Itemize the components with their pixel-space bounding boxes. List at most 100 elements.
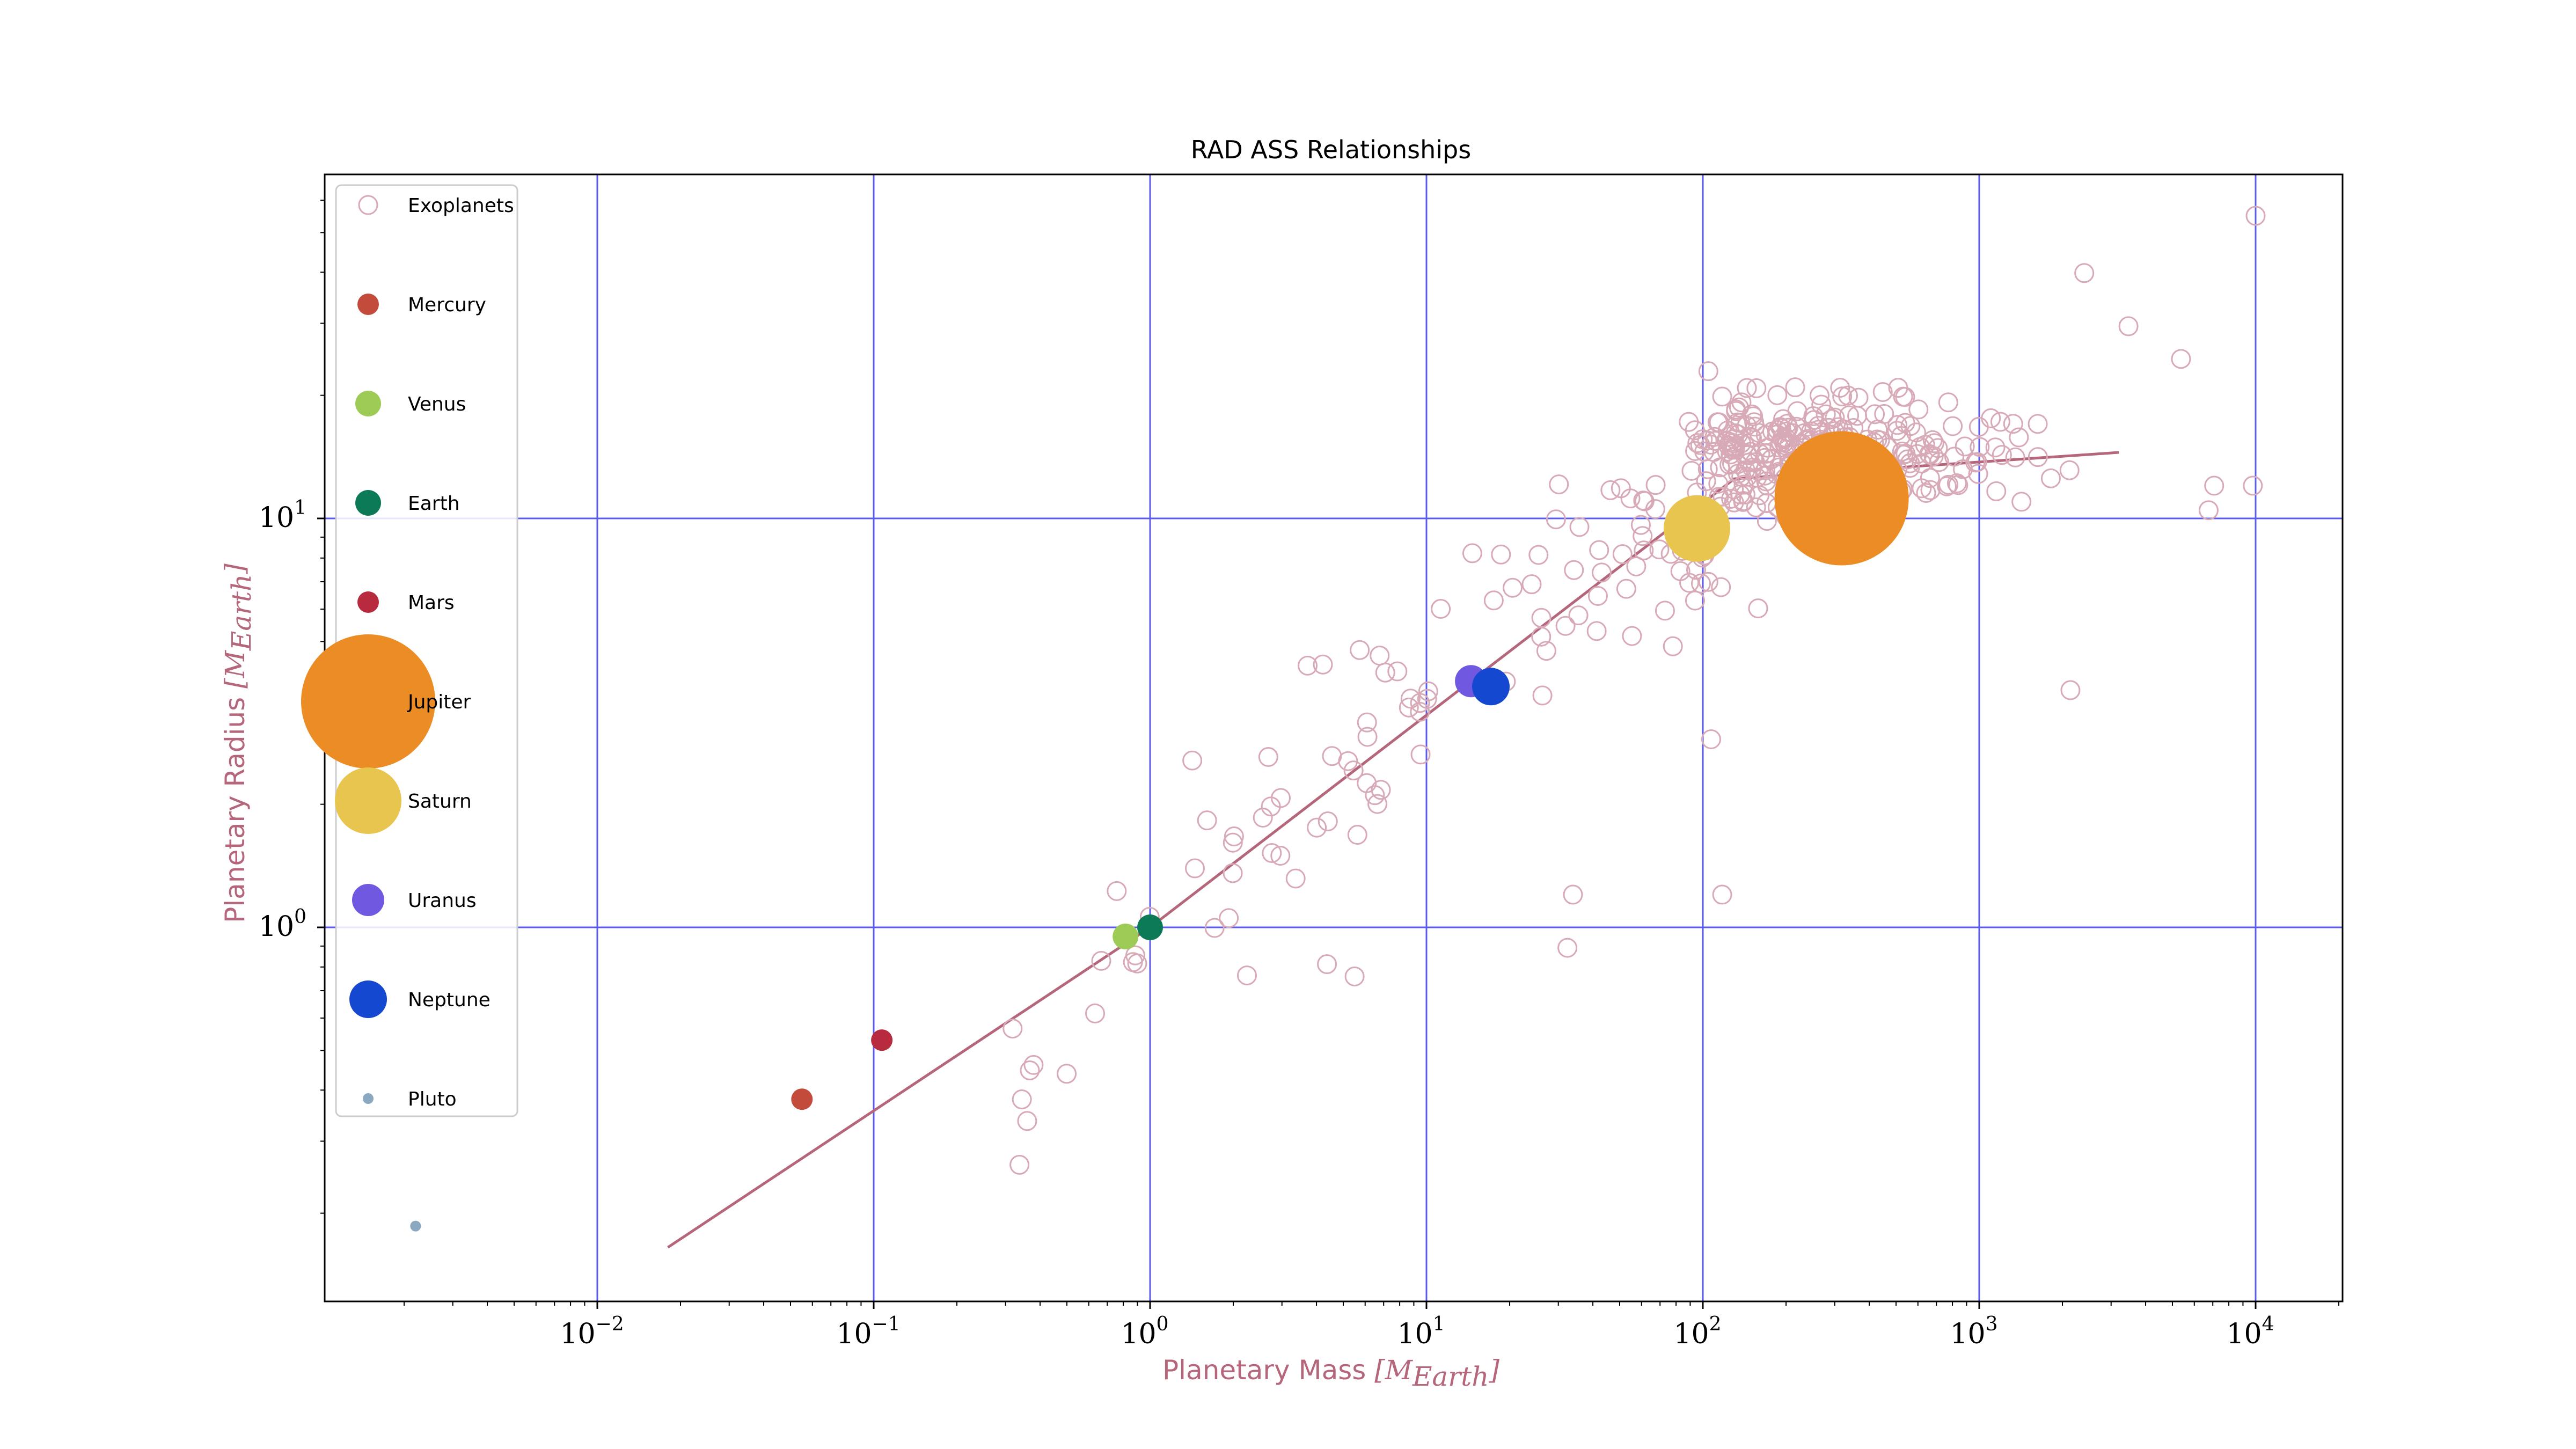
y-axis-label-unit-sub: Earth [226,574,257,652]
x-axis-label-unit-sub: Earth [1412,1361,1489,1392]
exoplanet-point [2198,500,2219,521]
x-tick-label-exp: 3 [1986,1313,1998,1335]
exoplanet-point [2245,206,2266,226]
exoplanet-point [1907,444,1927,464]
exoplanet-point [1757,511,1777,531]
exoplanet-point [1955,436,1975,457]
exoplanet-point [1721,444,1741,465]
exoplanet-point [1968,464,1988,484]
exoplanet-point [1343,760,1364,781]
exoplanet-point [1549,474,1569,495]
x-tick-label-base: 10 [560,1318,595,1350]
exoplanet-point [1649,539,1670,560]
exoplanet-point [1184,858,1205,879]
exoplanet-point [1612,544,1633,565]
exoplanet-point [1536,641,1556,661]
exoplanet-point [1670,561,1690,581]
exoplanet-point [1204,918,1225,938]
exoplanet-point [1503,577,1523,598]
exoplanet-point [1698,361,1718,382]
exoplanet-point [1298,655,1318,676]
exoplanet-point [1611,478,1631,499]
exoplanet-point [1970,437,1990,457]
legend-marker-mercury [357,294,379,315]
exoplanet-point [1895,413,1915,433]
exoplanet-point [1697,459,1718,479]
y-axis-label-unit-close: ] [219,564,251,575]
exoplanet-point [1731,392,1752,413]
exoplanet-point [1908,399,1929,420]
legend-entry-venus: Venus [355,391,466,416]
exoplanet-point [1685,590,1705,611]
exoplanet-point [1985,437,2006,458]
exoplanet-point [1916,483,1936,503]
exoplanet-point [1767,425,1788,445]
exoplanet-point [1645,475,1666,495]
exoplanet-point [1107,881,1127,901]
legend-entry-exoplanets: Exoplanets [358,195,514,217]
legend-entry-mars: Mars [357,591,455,614]
exoplanet-point [2243,475,2263,496]
exoplanet-point [1839,405,1860,426]
chart-title: RAD ASS Relationships [1191,135,1471,164]
exoplanet-point [1387,661,1408,682]
y-tick-label-exp: 1 [294,497,306,519]
exoplanet-point [1531,626,1552,647]
exoplanet-point [1626,556,1646,576]
exoplanet-point [1357,712,1377,733]
legend-entry-earth: Earth [355,490,460,516]
exoplanet-point [1357,773,1377,793]
exoplanet-point [1262,843,1282,863]
exoplanet-point [1491,544,1511,565]
exoplanet-point [1587,586,1608,606]
exoplanet-point [1786,416,1806,437]
exoplanet-point [1546,509,1566,530]
planet-point-earth [1137,914,1163,940]
x-tick-label-exp: 2 [1709,1313,1722,1335]
x-tick-label-base: 10 [2226,1318,2262,1350]
exoplanet-point [1417,689,1437,709]
exoplanet-point [1865,404,1885,425]
exoplanet-point [1713,486,1733,507]
legend-marker-mars [357,591,379,613]
exoplanet-point [1693,429,1713,450]
exoplanet-point [1912,478,1932,499]
planet-point-jupiter [1774,431,1909,566]
exoplanet-point [2003,414,2023,434]
legend-marker-exoplanets [358,195,378,215]
exoplanet-point [1705,431,1725,451]
exoplanet-point [1344,966,1365,986]
x-tick-label-exp: 0 [1157,1313,1169,1335]
exoplanet-point [2171,349,2191,369]
exoplanet-point [2040,468,2061,488]
exoplanet-point [1743,406,1763,427]
exoplanet-point [1721,488,1741,509]
exoplanet-point [1937,476,1957,496]
exoplanet-point [1367,794,1388,814]
legend-entry-jupiter: Jupiter [301,634,471,769]
x-tick-label: 10−2 [560,1313,624,1350]
x-tick-label-base: 10 [836,1318,872,1350]
y-tick-label: 101 [259,497,306,534]
exoplanet-point [1555,616,1576,636]
exoplanet-point [1816,404,1836,425]
legend-entry-neptune: Neptune [349,980,491,1018]
y-tick-label: 100 [259,906,306,943]
exoplanet-point [1922,430,1943,450]
exoplanet-point [1347,825,1367,845]
legend-label-exoplanets: Exoplanets [408,195,514,217]
exoplanet-point [1057,1064,1077,1084]
exoplanet-point [1285,868,1306,889]
fit-line-group [667,451,2119,1249]
legend-label-earth: Earth [408,493,460,515]
exoplanet-point [1874,404,1894,424]
exoplanet-point [1622,626,1642,646]
exoplanet-point [1895,387,1915,407]
exoplanet-point [1887,421,1907,441]
exoplanet-point [1589,540,1609,560]
exoplanet-point [1748,598,1768,619]
exoplanet-point [2059,460,2080,480]
plot-frame [324,173,2344,1302]
planet-point-saturn [1663,495,1730,562]
exoplanet-point [1313,654,1333,675]
